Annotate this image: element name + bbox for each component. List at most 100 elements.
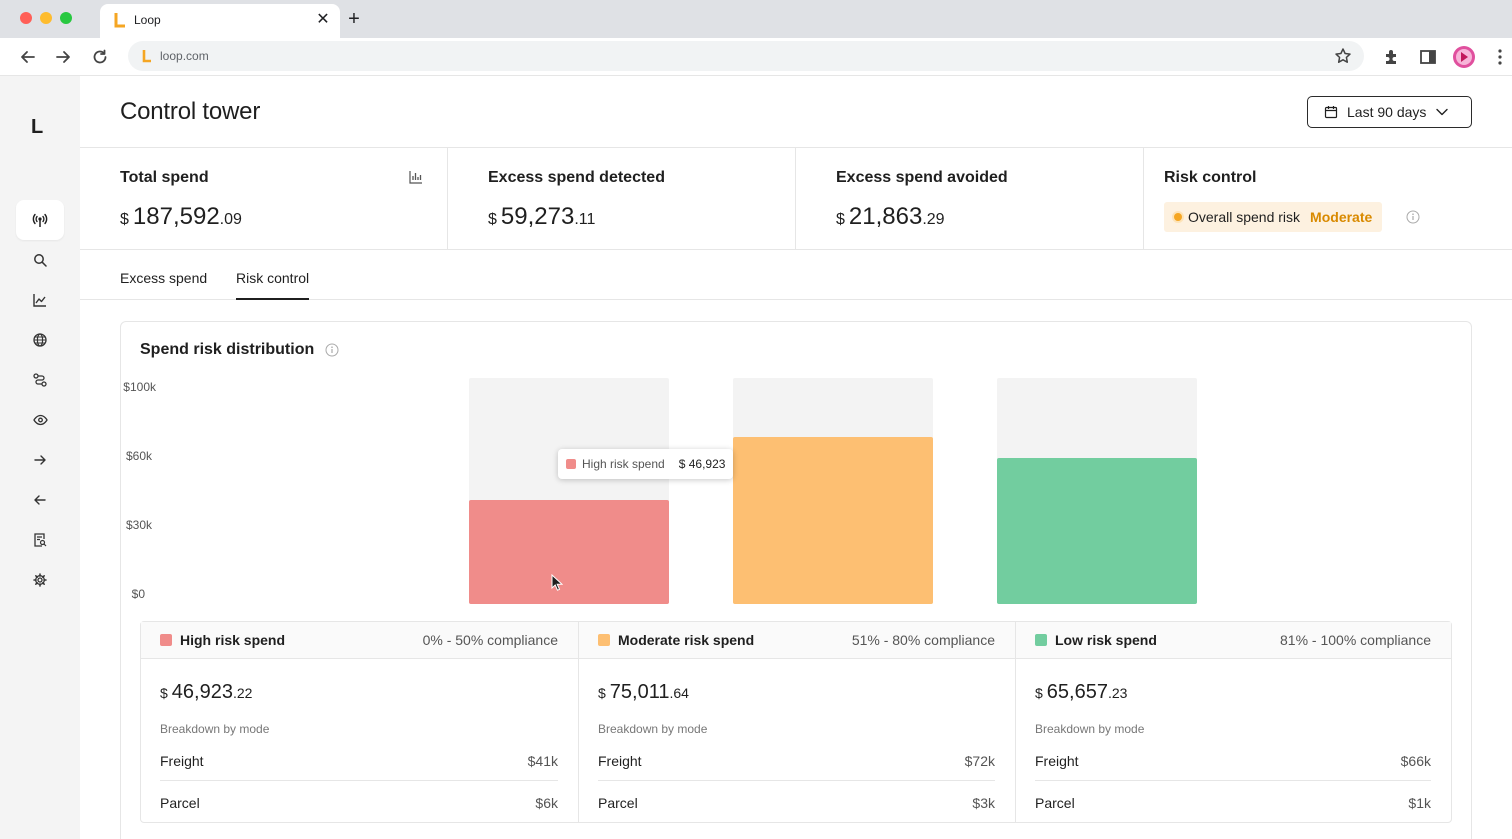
sidebar-item-settings[interactable] [16, 560, 64, 600]
bar-high-risk[interactable] [469, 499, 669, 604]
main-content: Control tower Last 90 days Total spend $… [80, 76, 1512, 839]
segment-low-risk: Low risk spend 81% - 100% compliance $65… [1015, 622, 1451, 822]
bar-moderate-risk[interactable] [733, 437, 933, 604]
legend-swatch [160, 634, 172, 646]
risk-status-badge: Overall spend risk Moderate [1164, 202, 1383, 232]
sidebar-item-outbound[interactable] [16, 440, 64, 480]
page-title: Control tower [120, 98, 261, 125]
minimize-window-button[interactable] [40, 12, 52, 24]
legend-header-row [141, 622, 1451, 659]
sidebar-item-control-tower[interactable] [16, 200, 64, 240]
app-logo[interactable]: L [31, 116, 44, 138]
search-icon [34, 254, 47, 267]
bookmark-star-icon[interactable] [1334, 47, 1352, 65]
sidebar-item-global[interactable] [16, 320, 64, 360]
bar-low-risk[interactable] [997, 458, 1197, 604]
segment-range: 81% - 100% compliance [1280, 632, 1431, 648]
new-tab-button[interactable]: + [348, 8, 360, 30]
segment-range: 0% - 50% compliance [422, 632, 558, 648]
segment-amount: $46,923.22 [160, 681, 253, 703]
profile-avatar[interactable] [1453, 46, 1475, 68]
browser-tab-strip: Loop ✕ + [0, 0, 1512, 38]
sidebar-item-inbound[interactable] [16, 480, 64, 520]
kpi-excess-avoided: Excess spend avoided $21,863.29 [796, 148, 1144, 249]
segment-amount: $65,657.23 [1035, 681, 1128, 703]
tab-risk-control[interactable]: Risk control [236, 270, 310, 300]
loop-favicon-icon [142, 50, 151, 63]
eye-icon [32, 414, 48, 426]
side-panel-icon[interactable] [1417, 46, 1439, 68]
legend-swatch [566, 459, 576, 469]
arrow-left-icon [34, 495, 46, 505]
forward-icon[interactable] [52, 46, 74, 68]
kpi-value: $187,592.09 [120, 203, 242, 230]
line-chart-icon [33, 294, 46, 307]
kpi-total-spend: Total spend $187,592.09 [80, 148, 448, 249]
breakdown-row: Parcel $6k [160, 795, 558, 811]
spend-risk-card: Spend risk distribution $100k $60k $30k … [120, 321, 1472, 839]
kpi-label: Risk control [1164, 169, 1257, 186]
sidebar-item-search[interactable] [16, 240, 64, 280]
sidebar-item-routes[interactable] [16, 360, 64, 400]
y-tick-label: $60k [125, 449, 152, 463]
maximize-window-button[interactable] [60, 12, 72, 24]
segment-amount: $75,011.64 [598, 681, 689, 703]
reload-icon[interactable] [89, 46, 111, 68]
sidebar: L [0, 76, 80, 839]
browser-toolbar: loop.com [0, 38, 1512, 76]
close-tab-icon[interactable]: ✕ [316, 11, 330, 28]
tab-bar: Excess spend Risk control [80, 250, 1512, 300]
arrow-right-icon [34, 455, 46, 465]
kpi-risk-control: Risk control Overall spend risk Moderate [1144, 148, 1512, 249]
breakdown-row: Freight $41k [160, 741, 558, 781]
card-title: Spend risk distribution [140, 341, 315, 358]
y-tick-label: $0 [131, 587, 145, 601]
sidebar-item-analytics[interactable] [16, 280, 64, 320]
y-tick-label: $100k [123, 380, 156, 394]
status-dot-icon [1174, 213, 1182, 221]
date-range-button[interactable]: Last 90 days [1307, 96, 1472, 128]
sidebar-item-audit[interactable] [16, 520, 64, 560]
report-search-icon [34, 533, 47, 547]
breakdown-label: Breakdown by mode [1035, 722, 1145, 736]
kpi-label: Excess spend detected [488, 169, 665, 186]
chart-tooltip: High risk spend $ 46,923 [558, 449, 734, 479]
back-icon[interactable] [17, 46, 39, 68]
kpi-row: Total spend $187,592.09 Excess spend det… [80, 147, 1512, 250]
info-icon[interactable] [1406, 210, 1420, 224]
segment-range: 51% - 80% compliance [851, 632, 995, 648]
loop-favicon-icon [114, 13, 125, 28]
date-range-label: Last 90 days [1347, 104, 1427, 120]
address-bar[interactable]: loop.com [128, 41, 1364, 71]
segment-moderate-risk: Moderate risk spend 51% - 80% compliance… [578, 622, 1015, 822]
segment-name: Moderate risk spend [618, 632, 755, 648]
y-tick-label: $30k [125, 518, 152, 532]
browser-menu-icon[interactable] [1489, 46, 1511, 68]
legend-swatch [1035, 634, 1047, 646]
route-icon [33, 373, 47, 387]
kpi-value: $21,863.29 [836, 203, 945, 230]
kpi-value: $59,273.11 [488, 203, 596, 230]
sidebar-item-visibility[interactable] [16, 400, 64, 440]
calendar-icon [1324, 106, 1338, 119]
close-window-button[interactable] [20, 12, 32, 24]
breakdown-label: Breakdown by mode [160, 722, 270, 736]
browser-tab[interactable]: Loop ✕ [100, 4, 340, 38]
info-icon[interactable] [325, 343, 339, 357]
legend-swatch [598, 634, 610, 646]
gear-icon [33, 573, 47, 587]
bar-chart-icon[interactable] [409, 170, 423, 184]
spend-risk-chart: $100k $60k $30k $0 High risk spend $ 46,… [121, 372, 1473, 612]
mouse-cursor-icon [551, 574, 563, 591]
tab-title: Loop [134, 13, 161, 27]
segment-name: High risk spend [180, 632, 286, 648]
extensions-icon[interactable] [1381, 46, 1403, 68]
chevron-down-icon [1436, 108, 1449, 116]
breakdown-row: Parcel $1k [1035, 795, 1431, 811]
breakdown-row: Freight $66k [1035, 741, 1431, 781]
kpi-label: Total spend [120, 169, 209, 186]
breakdown-row: Parcel $3k [598, 795, 995, 811]
kpi-label: Excess spend avoided [836, 169, 1008, 186]
tab-excess-spend[interactable]: Excess spend [120, 270, 208, 286]
kpi-excess-detected: Excess spend detected $59,273.11 [448, 148, 796, 249]
